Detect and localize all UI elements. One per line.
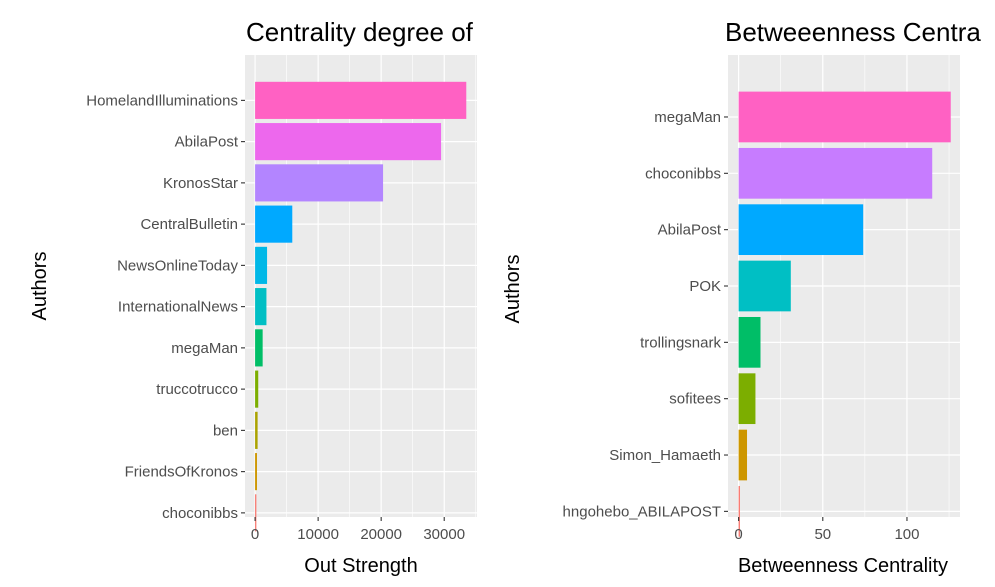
- left-y-tick-label: FriendsOfKronos: [125, 464, 238, 481]
- left-y-tick-label: AbilaPost: [175, 134, 239, 151]
- right-y-tick-label: hngohebo_ABILAPOST: [563, 503, 721, 520]
- left-bar-choconibbs: [255, 494, 257, 532]
- right-chart-title: Betweeenness Centra: [725, 17, 981, 47]
- right-y-tick-label: AbilaPost: [658, 222, 722, 239]
- right-y-tick-label: trollingsnark: [640, 334, 721, 351]
- right-y-tick-label: POK: [689, 278, 721, 295]
- right-bar-pok: [738, 260, 791, 312]
- left-bar-homelandilluminations: [255, 81, 467, 119]
- right-bar-hngohebo-abilapost: [738, 486, 740, 537]
- right-chart-bars: [738, 91, 951, 537]
- left-y-tick-label: InternationalNews: [118, 299, 238, 316]
- left-chart-y-axis-title: Authors: [29, 252, 51, 321]
- left-bar-centralbulletin: [255, 205, 293, 243]
- left-bar-internationalnews: [255, 288, 267, 326]
- left-y-tick-label: HomelandIlluminations: [86, 92, 238, 109]
- left-y-tick-label: NewsOnlineToday: [117, 257, 238, 274]
- left-bar-newsonlinetoday: [255, 246, 268, 284]
- right-bar-abilapost: [738, 204, 864, 256]
- left-y-tick-label: choconibbs: [162, 505, 238, 522]
- left-chart-title: Centrality degree of: [246, 17, 474, 47]
- left-x-tick-label: 30000: [423, 526, 465, 543]
- left-chart-y-axis: HomelandIlluminations AbilaPost KronosStar…: [86, 92, 245, 522]
- right-y-tick-label: choconibbs: [645, 165, 721, 182]
- right-bar-choconibbs: [738, 147, 933, 199]
- right-y-tick-label: Simon_Hamaeth: [609, 447, 721, 464]
- left-bar-ben: [255, 411, 258, 449]
- left-bar-kronosstar: [255, 164, 384, 202]
- left-bar-megaman: [255, 329, 263, 367]
- right-chart-x-axis: 0 50 100: [734, 517, 919, 543]
- left-bar-friendsofkronos: [255, 453, 257, 491]
- left-bar-truccotrucco: [255, 370, 259, 408]
- left-y-tick-label: CentralBulletin: [140, 216, 238, 233]
- right-x-tick-label: 50: [814, 526, 831, 543]
- left-chart: HomelandIlluminations AbilaPost KronosStar…: [29, 17, 477, 577]
- left-bar-abilapost: [255, 123, 442, 161]
- left-y-tick-label: KronosStar: [163, 175, 238, 192]
- left-chart-x-axis-title: Out Strength: [304, 555, 417, 577]
- left-x-tick-label: 10000: [297, 526, 339, 543]
- left-y-tick-label: ben: [213, 422, 238, 439]
- left-x-tick-label: 0: [251, 526, 259, 543]
- right-y-tick-label: sofitees: [669, 391, 721, 408]
- left-chart-x-axis: 0 10000 20000 30000: [251, 517, 465, 543]
- right-chart-y-axis: megaMan choconibbs AbilaPost POK trollingsna…: [563, 109, 728, 520]
- right-bar-megaman: [738, 91, 951, 143]
- left-y-tick-label: truccotrucco: [156, 381, 238, 398]
- left-chart-bars: [255, 81, 467, 532]
- right-x-tick-label: 100: [894, 526, 919, 543]
- right-chart-x-axis-title: Betweenness Centrality: [738, 555, 948, 577]
- right-chart: megaMan choconibbs AbilaPost POK trollingsna…: [502, 17, 981, 577]
- right-y-tick-label: megaMan: [654, 109, 721, 126]
- left-y-tick-label: megaMan: [171, 340, 238, 357]
- right-chart-y-axis-title: Authors: [502, 255, 524, 324]
- right-bar-trollingsnark: [738, 316, 761, 368]
- right-x-tick-label: 0: [734, 526, 742, 543]
- right-bar-simon-hamaeth: [738, 429, 748, 481]
- left-x-tick-label: 20000: [360, 526, 402, 543]
- right-bar-sofitees: [738, 373, 756, 425]
